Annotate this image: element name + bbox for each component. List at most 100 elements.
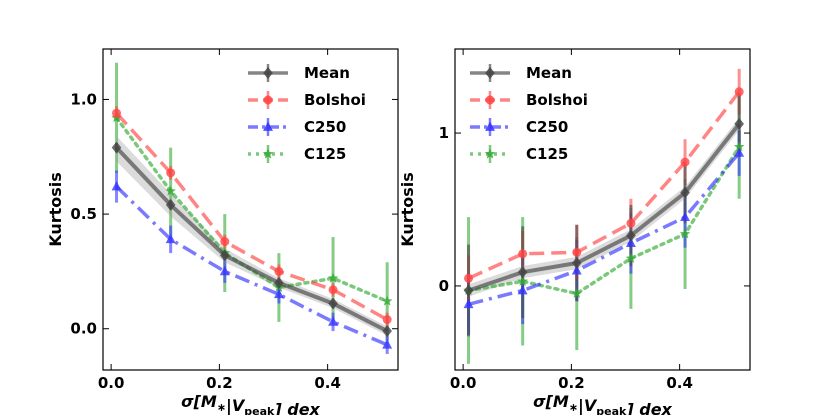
point-c250 [734,147,745,157]
x-label-part: ∗ [217,401,226,414]
point-bolshoi [274,266,284,276]
point-c250 [517,285,528,295]
panel-1: 0.0 0.2 0.4 0.0 0.5 1.0 Kurtosis σ[M∗|Vpeak] de… [46,48,399,415]
point-c250 [680,211,690,221]
point-c250 [625,237,636,247]
y-tick-label: 1 [439,124,449,142]
point-c250 [273,288,284,299]
point-bolshoi [220,237,230,247]
series-line-mean [115,146,389,333]
point-mean [734,117,744,130]
point-c125 [733,141,745,152]
point-bolshoi [572,247,582,257]
point-mean [463,284,474,297]
x-tick-label: 0.4 [666,374,693,392]
x-label-part: [ [193,392,202,411]
series-line-c125 [114,116,389,303]
point-c125 [679,228,691,239]
series-line-bolshoi [467,90,741,280]
x-tick-label: 0.4 [314,374,341,392]
series-line-c125 [466,145,741,296]
point-c125 [165,185,176,196]
legend-label-c125: C125 [526,145,568,163]
point-mean [111,141,122,154]
x-label-part: M [201,392,217,411]
point-bolshoi [112,108,122,118]
legend-marker-bolshoi [485,95,495,105]
legend-label-mean: Mean [304,64,350,82]
legend-label-c250: C250 [304,118,346,136]
x-label-part: [ [545,392,554,411]
point-mean [382,325,392,338]
x-label-part: peak [596,405,627,415]
x-tick-label: 0.0 [450,374,477,392]
x-label-part: M [553,392,569,411]
y-axis-label: Kurtosis [398,172,417,247]
legend-marker-mean [485,67,495,79]
point-bolshoi [464,273,474,283]
panel-2: 0.0 0.2 0.4 0 1 Kurtosis σ[M∗|Vpeak] dex Mean Bo… [398,48,751,415]
point-c250 [219,265,230,276]
point-c250 [165,233,176,244]
y-tick-label: 0 [439,277,449,295]
point-mean [219,249,230,262]
x-axis-label: σ[M∗|Vpeak] dex [181,392,320,415]
x-label-part: | [578,396,584,415]
x-label-part: dex [282,400,321,415]
y-tick-label: 1.0 [70,90,97,108]
point-c250 [571,265,582,275]
point-bolshoi [734,87,744,97]
point-mean [328,297,338,310]
point-mean [517,266,528,279]
x-label-part: V [232,396,246,415]
point-c125 [571,288,583,299]
x-label-part: V [584,396,598,415]
point-mean [680,186,690,199]
point-c250 [111,181,122,191]
mean-confidence-band [116,136,388,336]
x-tick-label: 0.2 [558,374,585,392]
x-label-part: σ [181,392,194,411]
y-axis-label: Kurtosis [46,172,65,247]
legend-marker-c125 [262,148,274,159]
series-line-bolshoi [115,112,389,322]
legend-label-bolshoi: Bolshoi [526,91,588,109]
x-label-part: ∗ [569,401,578,414]
point-bolshoi [328,285,338,295]
x-label-part: ] [273,400,282,415]
point-bolshoi [166,168,176,178]
series-line-c250 [468,151,741,306]
point-bolshoi [382,315,392,325]
legend-marker-mean [263,67,273,79]
point-c125 [517,275,528,286]
legend-label-mean: Mean [526,64,572,82]
y-tick-label: 0.0 [70,320,97,338]
legend-marker-c125 [484,148,496,159]
point-bolshoi [680,157,690,167]
point-c125 [327,272,339,283]
point-mean [274,276,284,289]
legend-label-c125: C125 [304,145,346,163]
point-c250 [463,298,474,309]
point-mean [165,198,176,211]
x-label-part: ] [625,400,634,415]
point-bolshoi [626,218,636,228]
point-bolshoi [518,249,528,259]
point-c250 [382,339,393,349]
legend-marker-c250 [485,121,495,131]
x-label-part: dex [634,400,673,415]
y-tick-label: 0.5 [70,205,97,223]
legend-label-bolshoi: Bolshoi [304,91,366,109]
point-mean [571,257,582,269]
legend-marker-c250 [263,121,273,131]
x-label-part: peak [244,405,275,415]
point-c125 [381,295,393,306]
point-c125 [625,252,637,263]
point-mean [626,229,636,242]
x-label-part: | [226,396,232,415]
point-c250 [328,316,338,326]
plot-frame [102,48,399,371]
legend-label-c250: C250 [526,118,568,136]
x-axis-label: σ[M∗|Vpeak] dex [533,392,672,415]
